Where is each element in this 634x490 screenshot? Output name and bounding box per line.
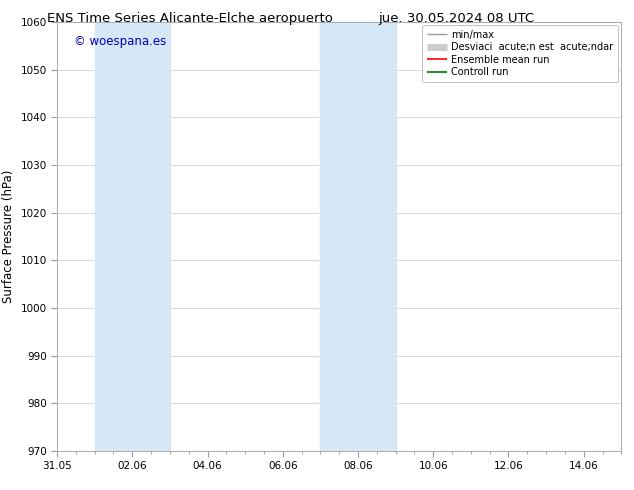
Text: jue. 30.05.2024 08 UTC: jue. 30.05.2024 08 UTC [378,12,534,25]
Bar [320,22,396,451]
Y-axis label: Surface Pressure (hPa): Surface Pressure (hPa) [2,170,15,303]
Bar [94,22,170,451]
Text: © woespana.es: © woespana.es [74,35,166,48]
Text: ENS Time Series Alicante-Elche aeropuerto: ENS Time Series Alicante-Elche aeropuert… [48,12,333,25]
Legend: min/max, Desviaci  acute;n est  acute;ndar, Ensemble mean run, Controll run: min/max, Desviaci acute;n est acute;ndar… [422,25,618,82]
